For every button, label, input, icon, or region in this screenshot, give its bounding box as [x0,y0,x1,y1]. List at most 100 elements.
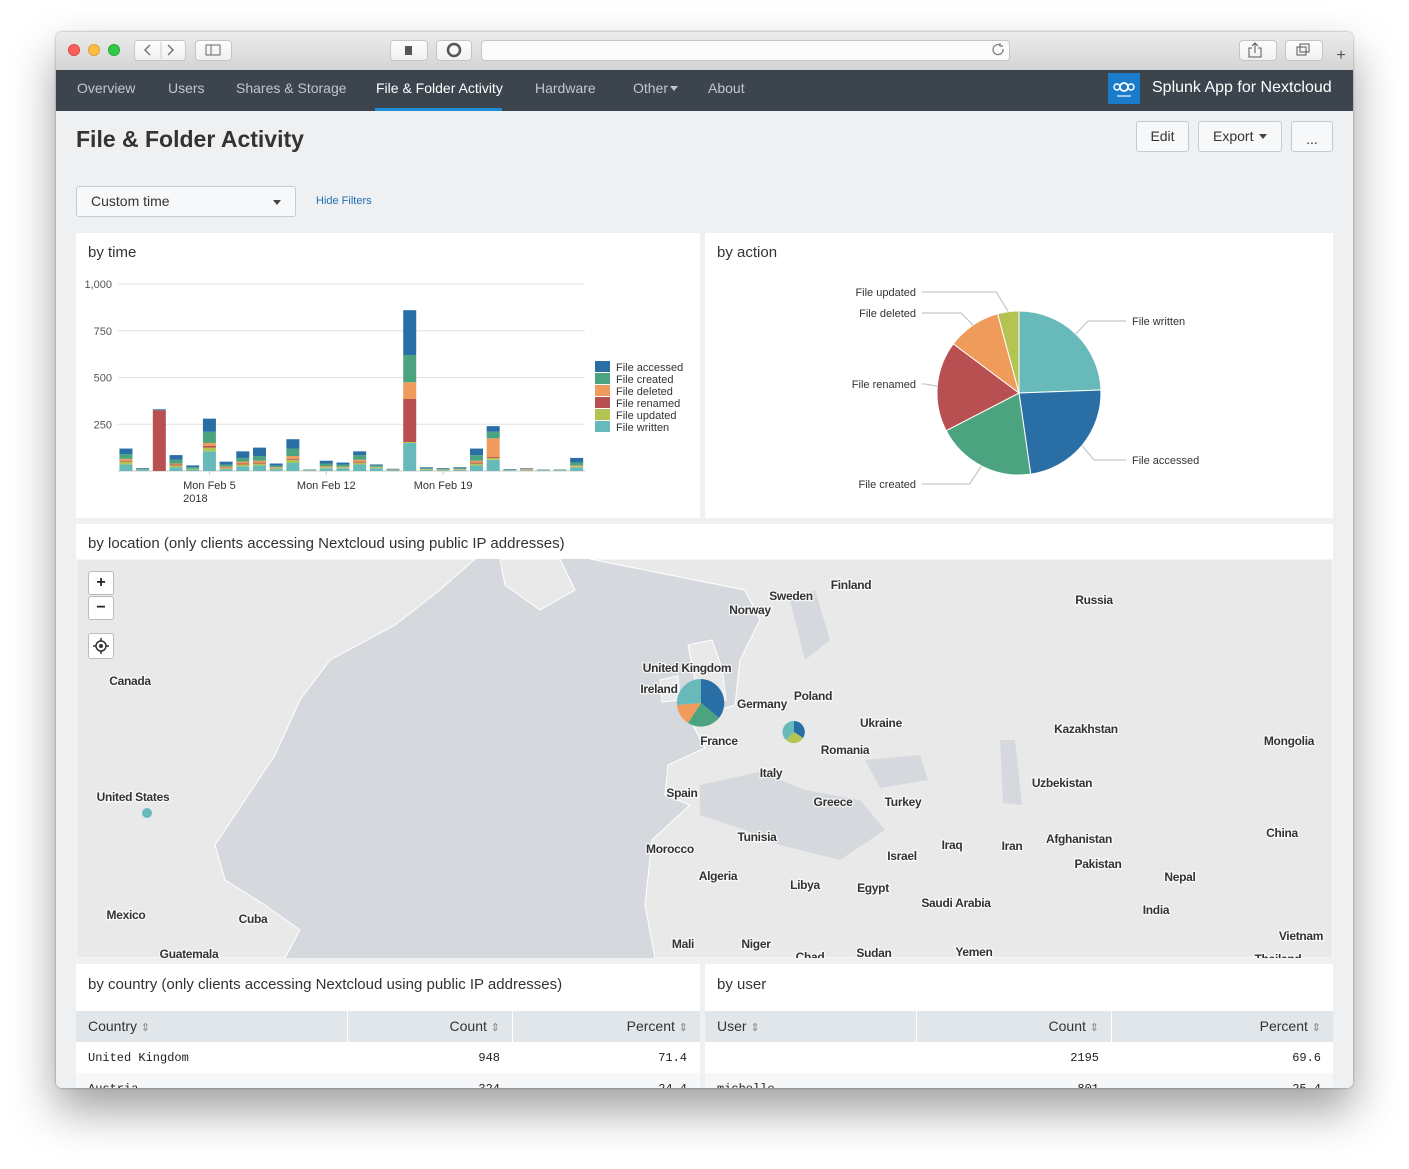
legend-swatch [595,397,610,408]
bar-segment [119,460,133,462]
close-button[interactable] [68,44,80,56]
y-tick-label: 250 [94,419,112,431]
bar-segment [202,442,216,446]
tabs-button[interactable] [1285,40,1323,61]
map-label: Iraq [942,838,963,852]
panel-title: by action [717,244,778,261]
back-forward[interactable] [134,40,186,61]
bar-segment [453,468,467,470]
bar-segment [469,460,483,463]
bar-segment [152,409,166,411]
table-cell: 25.4 [1292,1082,1321,1096]
bar-segment [419,467,433,469]
extension-button[interactable] [436,40,472,61]
nav-item-active[interactable]: File & Folder Activity [376,80,503,96]
bar-segment [520,470,534,471]
x-tick-label: Mon Feb 19 [414,480,473,492]
bar-segment [236,461,250,464]
table-row-alt [76,1073,700,1088]
nav-item[interactable]: Shares & Storage [236,80,347,96]
bar-segment [486,457,500,460]
bar-segment [369,464,383,466]
nav-item[interactable]: Hardware [535,80,596,96]
map-label: Algeria [699,869,738,883]
map-label: Poland [794,689,832,703]
column-header[interactable]: User ⇕ [705,1011,916,1042]
table-cell: Austria [88,1082,139,1096]
bar-segment [219,468,233,470]
map-label: Uzbekistan [1032,776,1092,790]
bar-segment [353,451,367,456]
map-label: Cuba [239,912,268,926]
map-land [589,559,1333,958]
time-picker[interactable]: Custom time [76,186,296,217]
table-cell: United Kingdom [88,1051,189,1065]
nav-item[interactable]: Overview [77,80,136,96]
panel-title: by time [88,244,137,261]
bar-segment [286,439,300,449]
more-button[interactable]: ... [1291,121,1333,152]
bar-segment [419,470,433,471]
bar-segment [269,465,283,468]
bar-segment [353,459,367,462]
nav-item[interactable]: About [708,80,745,96]
minimize-button[interactable] [88,44,100,56]
y-tick-label: 1,000 [84,279,112,291]
titlebar-icons: + [143,42,1346,64]
legend-swatch [595,421,610,432]
map-label: Sweden [769,589,813,603]
bar-segment [202,418,216,432]
pie-label: File created [859,479,916,491]
sidebar-button[interactable] [195,40,232,61]
app-logo [1108,73,1140,104]
column-header[interactable]: Percent ⇕ [1112,1011,1333,1042]
zoom-out[interactable]: − [88,596,114,620]
zoom-button[interactable] [108,44,120,56]
map-label: Romania [821,743,870,757]
map-sea [790,590,1022,805]
map-land [499,559,576,611]
bar-segment [386,470,400,471]
bar-segment [369,467,383,469]
address-bar[interactable] [481,40,1010,61]
bar-segment [269,469,283,471]
export-button[interactable]: Export [1198,121,1282,152]
nav-item[interactable]: Users [168,80,205,96]
bar-segment [236,463,250,465]
column-header[interactable]: Count ⇕ [917,1011,1111,1042]
bar-segment [186,467,200,469]
map-label: Mali [672,937,694,951]
active-underline [375,108,502,111]
bar-segment [236,466,250,471]
map-label: Mongolia [1264,734,1315,748]
bar-segment [219,464,233,467]
column-header[interactable]: Percent ⇕ [513,1011,700,1042]
table-cell: 71.4 [658,1051,687,1065]
y-tick-label: 750 [94,326,112,338]
map-markers[interactable] [142,678,805,818]
hide-filters-link[interactable]: Hide Filters [316,195,372,207]
nav-item[interactable]: Other [633,80,669,96]
bar-segment [219,466,233,468]
bar-segment [202,451,216,471]
bar-segment [202,447,216,452]
bar-segment [286,458,300,460]
zoom-in[interactable]: + [88,571,114,595]
table-cell: 324 [478,1082,500,1096]
bar-segment [136,468,150,470]
bar-segment [336,462,350,465]
bar-segment [353,455,367,460]
table-cell: 801 [1077,1082,1099,1096]
bar-segment [386,469,400,471]
locate-button[interactable] [88,633,114,659]
edit-button[interactable]: Edit [1136,121,1189,152]
column-header[interactable]: Country ⇕ [76,1011,347,1042]
column-header[interactable]: Count ⇕ [348,1011,512,1042]
bar-segment [319,468,333,471]
bar-segment [486,438,500,457]
bar-segment [486,456,500,458]
table-cell: 2195 [1070,1051,1099,1065]
bar-segment [236,457,250,462]
